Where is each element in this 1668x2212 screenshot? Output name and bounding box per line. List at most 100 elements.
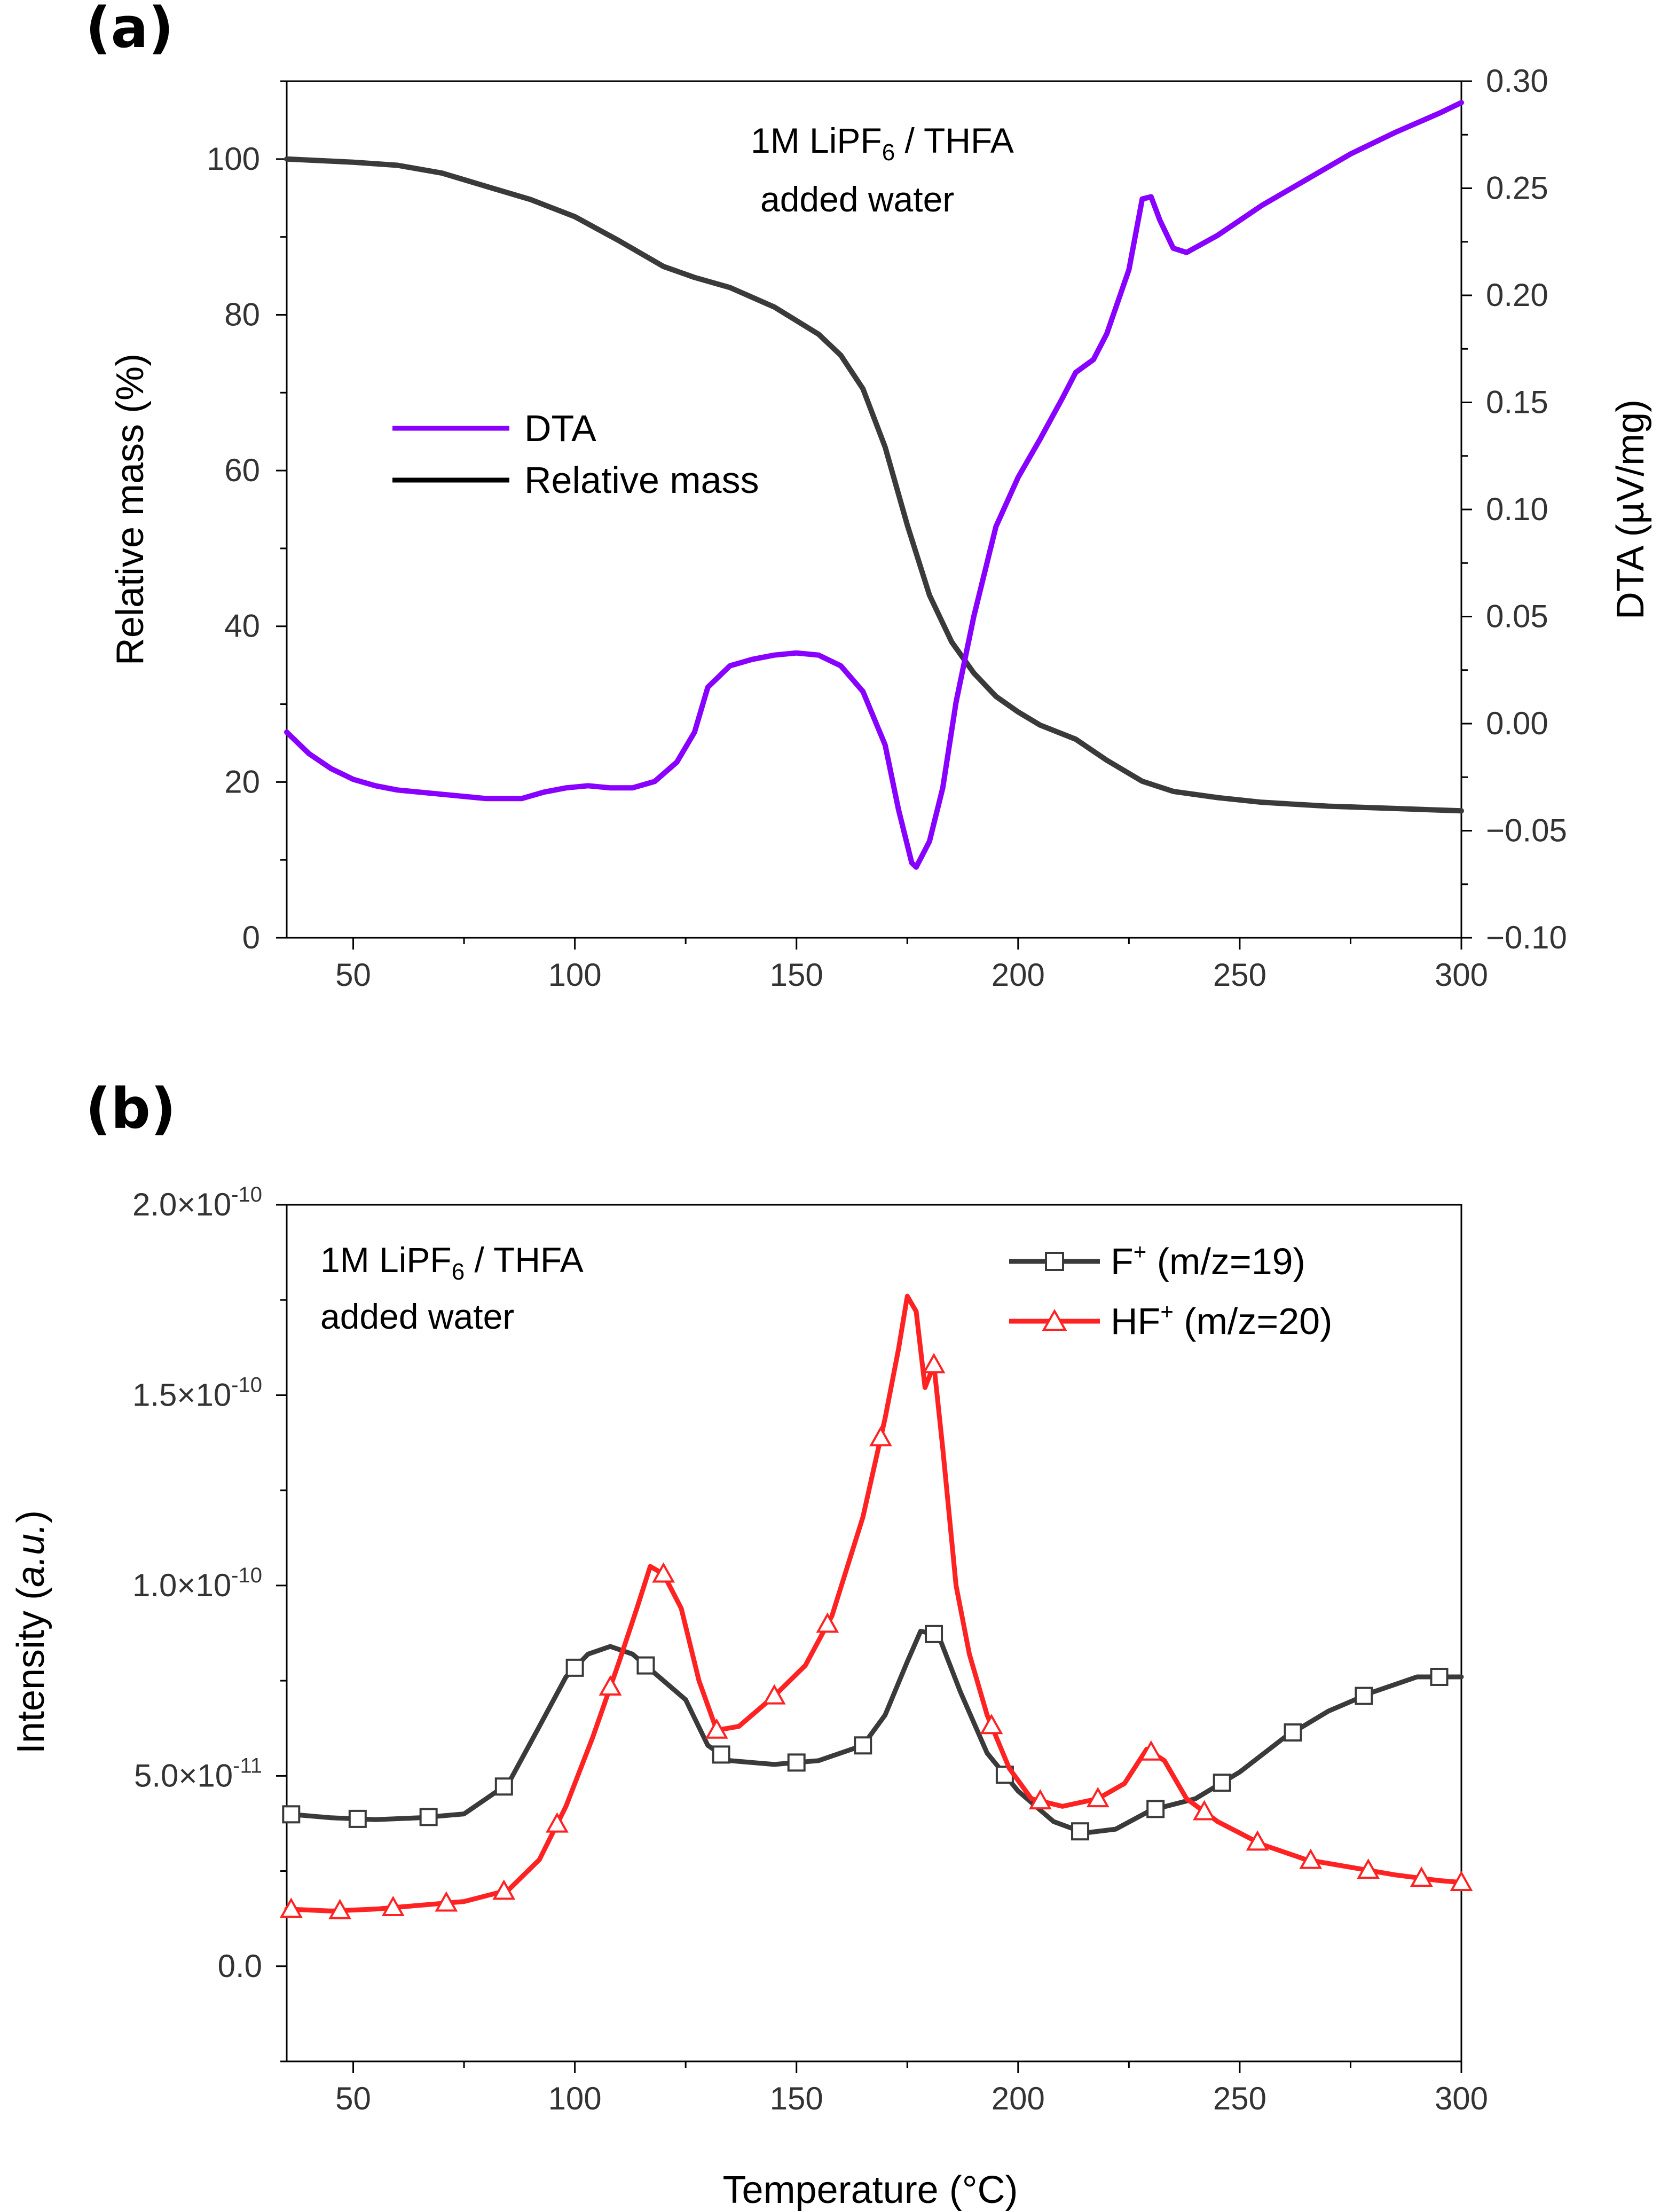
hf-plus-marker (980, 1714, 1003, 1735)
panel-a-y2-axis-title: DTA (µV/mg) (1609, 399, 1652, 619)
panel-a-legend: DTA Relative mass (392, 407, 759, 501)
hf-plus-marker (328, 1899, 352, 1919)
panel-a-left-y-axis: 0 20 40 60 80 100 (207, 80, 287, 955)
y-tick-label: 40 (224, 608, 260, 644)
hf-plus-marker (279, 1897, 303, 1918)
y-tick-label: 80 (224, 296, 260, 332)
hf-plus-marker (1139, 1740, 1163, 1761)
legend-label-relative-mass: Relative mass (524, 459, 759, 501)
y-tick-label: 0 (242, 920, 260, 955)
panel-b: (b) 50 100 150 200 250 300 0.0 5.0×10-11 1.0×10… (10, 1076, 1488, 2211)
panel-b-plot-frame (286, 1204, 1462, 2062)
x-tick-label: 300 (1435, 957, 1488, 993)
y-tick-label: 2.0×10-10 (132, 1183, 262, 1222)
x-tick-label: 50 (335, 957, 371, 993)
f-plus-marker (636, 1656, 655, 1675)
panel-a-annotation-line2: added water (760, 179, 954, 219)
f-plus-marker (1355, 1687, 1373, 1705)
x-tick-label: 150 (770, 957, 823, 993)
y2-tick-label: 0.10 (1486, 491, 1548, 527)
y-tick-label: 60 (224, 452, 260, 488)
f-plus-marker (1071, 1822, 1090, 1841)
hf-plus-series-line (284, 1293, 1464, 1913)
x-tick-label: 250 (1213, 2081, 1266, 2116)
panel-b-annotation-line2: added water (320, 1297, 514, 1336)
f-plus-marker (712, 1745, 730, 1764)
x-tick-label: 100 (548, 957, 602, 993)
y2-tick-label: 0.00 (1486, 705, 1548, 741)
panel-a-label: (a) (85, 0, 174, 60)
f-plus-marker (348, 1809, 367, 1828)
y2-tick-label: 0.15 (1486, 385, 1548, 420)
panel-b-x-axis: 50 100 150 200 250 300 (335, 2061, 1488, 2116)
hf-plus-marker (599, 1675, 622, 1696)
f-plus-marker (1146, 1800, 1165, 1818)
y2-tick-label: 0.30 (1486, 63, 1548, 99)
panel-a: (a) 50 100 150 200 250 300 0 20 40 60 80 100 −0.10… (85, 0, 1652, 993)
hf-plus-marker (869, 1426, 892, 1447)
panel-a-y-axis-title: Relative mass (%) (109, 354, 152, 665)
f-plus-marker (565, 1658, 584, 1677)
y-tick-label: 0.0 (218, 1948, 262, 1984)
x-tick-label: 100 (548, 2081, 602, 2116)
y2-tick-label: 0.05 (1486, 599, 1548, 634)
y-tick-label: 5.0×10-11 (134, 1754, 262, 1793)
f-plus-marker (787, 1753, 806, 1772)
legend-marker-triangle-icon (1042, 1308, 1067, 1331)
hf-plus-marker (1410, 1866, 1433, 1887)
legend-label-dta: DTA (524, 407, 596, 449)
y2-tick-label: 0.20 (1486, 277, 1548, 313)
y2-tick-label: −0.05 (1486, 813, 1567, 849)
panel-b-y-axis-title: Intensity (a.u.) (10, 1510, 52, 1754)
hf-plus-marker (1028, 1789, 1052, 1810)
hf-plus-marker (1299, 1848, 1323, 1869)
f-plus-marker (854, 1736, 872, 1755)
x-tick-label: 200 (992, 2081, 1045, 2116)
y-tick-label: 100 (207, 141, 260, 177)
legend-marker-square-icon (1045, 1252, 1064, 1271)
f-plus-marker (1430, 1667, 1449, 1686)
hf-plus-marker (1450, 1870, 1473, 1891)
x-tick-label: 300 (1435, 2081, 1488, 2116)
y2-tick-label: −0.10 (1486, 920, 1567, 955)
panel-b-legend: F+ (m/z=19) HF+ (m/z=20) (1009, 1239, 1332, 1342)
x-tick-label: 200 (992, 957, 1045, 993)
f-plus-marker (1213, 1774, 1231, 1792)
f-plus-marker (494, 1777, 513, 1796)
x-tick-label: 50 (335, 2081, 371, 2116)
hf-plus-marker (705, 1718, 728, 1739)
legend-label-hf-plus: HF+ (m/z=20) (1111, 1299, 1332, 1342)
hf-plus-marker (492, 1879, 516, 1900)
hf-plus-marker (1357, 1858, 1380, 1879)
panel-b-series (279, 1293, 1473, 1919)
panel-a-x-axis: 50 100 150 200 250 300 (335, 938, 1488, 993)
f-plus-series-line (284, 1628, 1464, 1836)
f-plus-marker (1284, 1723, 1302, 1742)
hf-plus-marker (1246, 1830, 1269, 1851)
hf-plus-marker (381, 1895, 405, 1916)
hf-plus-marker (762, 1684, 786, 1705)
relative-mass-series-line (284, 156, 1464, 814)
panel-b-label: (b) (85, 1076, 176, 1141)
hf-plus-marker (922, 1353, 946, 1374)
dta-series-line (284, 100, 1464, 870)
x-tick-label: 250 (1213, 957, 1266, 993)
hf-plus-marker (546, 1812, 569, 1833)
legend-label-f-plus: F+ (m/z=19) (1111, 1239, 1305, 1282)
x-tick-label: 150 (770, 2081, 823, 2116)
panel-a-annotation-line1: 1M LiPF6 / THFA (751, 121, 1014, 166)
hf-plus-marker (816, 1612, 839, 1633)
hf-plus-marker (1193, 1800, 1216, 1821)
y-tick-label: 20 (224, 764, 260, 799)
f-plus-marker (282, 1805, 301, 1824)
hf-plus-marker (1086, 1787, 1110, 1808)
y-tick-label: 1.0×10-10 (132, 1564, 262, 1603)
f-plus-marker (925, 1625, 943, 1643)
y2-tick-label: 0.25 (1486, 170, 1548, 206)
panel-a-series (284, 100, 1464, 870)
y-tick-label: 1.5×10-10 (132, 1373, 262, 1413)
hf-plus-marker (435, 1891, 458, 1912)
panel-a-right-y-axis: −0.10 −0.05 0.00 0.05 0.10 0.15 0.20 0.25 0.30 (1461, 63, 1567, 955)
panel-b-x-axis-title: Temperature (°C) (723, 2169, 1018, 2211)
